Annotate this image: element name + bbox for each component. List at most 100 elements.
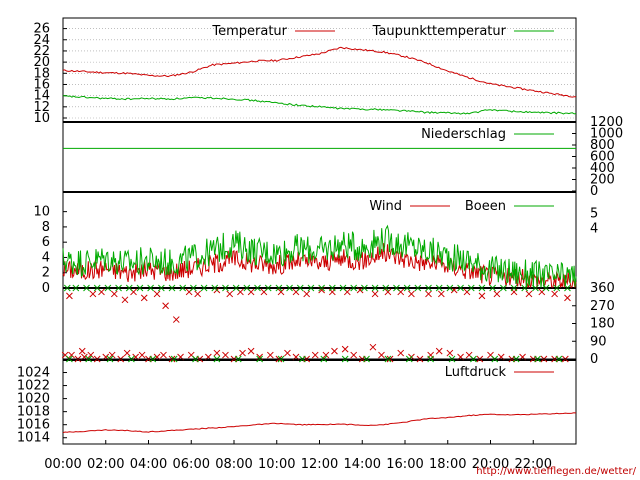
y-tick-label: 6 [42, 235, 50, 250]
direction-point [425, 290, 432, 298]
direction-point [247, 347, 255, 355]
direction-point [153, 290, 161, 298]
direction-point [435, 347, 443, 355]
y-tick-label: 1024 [17, 366, 50, 381]
y-tick-label: 270 [590, 299, 615, 314]
direction-point [311, 351, 319, 359]
y-tick-label: 0 [42, 281, 50, 296]
y-tick-label: 1020 [17, 392, 50, 407]
direction-point [378, 351, 385, 359]
direction-point [66, 292, 73, 300]
x-tick-label: 14:00 [344, 457, 381, 472]
y-tick-label: 1000 [590, 127, 623, 142]
y-tick-label: 4 [42, 250, 50, 265]
y-tick-label: 200 [590, 173, 615, 188]
x-tick-label: 16:00 [386, 457, 423, 472]
direction-point [68, 351, 75, 359]
legend-label-niederschlag: Niederschlag [421, 127, 506, 142]
direction-point [78, 347, 86, 355]
direction-point [140, 294, 148, 302]
y-tick-label: 10 [33, 205, 50, 220]
panel-frames [62, 17, 577, 445]
x-tick-label: 22:00 [515, 457, 552, 472]
credit-url: http://www.tiefflegen.de/wetter/ [476, 466, 636, 477]
x-tick-label: 04:00 [130, 457, 167, 472]
direction-point [277, 288, 285, 296]
x-tick-label: 20:00 [472, 457, 509, 472]
y-tick-label: 26 [33, 22, 50, 37]
direction-point [172, 316, 180, 323]
y-tick-label: 400 [590, 161, 615, 176]
direction-point [384, 288, 392, 296]
legend-label-boeen: Boeen [465, 199, 506, 214]
y-tick-label: 8 [42, 220, 50, 235]
line-wind [62, 243, 577, 290]
direction-point [341, 345, 349, 353]
y-tick-label: 360 [590, 281, 615, 296]
y-tick-label: 1200 [590, 115, 623, 130]
direction-point [213, 349, 221, 357]
direction-point [162, 302, 169, 310]
y-tick-label: 18 [33, 66, 50, 81]
direction-point [239, 349, 246, 357]
panel-frame-wind_direction [62, 287, 577, 361]
y-tick-label: 20 [33, 55, 50, 70]
legend-label-temperatur: Temperatur [211, 24, 287, 39]
legend-label-luftdruck: Luftdruck [445, 365, 507, 380]
direction-point [551, 290, 558, 298]
y-tick-label: 24 [33, 33, 50, 48]
y-tick-label: 10 [33, 111, 50, 126]
direction-point [194, 290, 202, 298]
y-tick-label-right: 5 [590, 207, 598, 222]
direction-point [408, 290, 415, 298]
direction-series [63, 284, 571, 292]
y-tick-label: 1018 [17, 405, 50, 420]
x-tick-label: 06:00 [173, 457, 210, 472]
line-luftdruck [62, 412, 577, 434]
legend-label-taupunkt: Taupunkttemperatur [372, 24, 507, 39]
direction-point [371, 290, 379, 298]
y-tick-label: 90 [590, 334, 607, 349]
legend-label-wind: Wind [369, 199, 402, 214]
y-tick-label: 14 [33, 89, 50, 104]
direction-point [123, 349, 131, 357]
y-tick-label: 0 [590, 184, 598, 199]
y-tick-label: 0 [590, 352, 598, 367]
y-tick-label: 22 [33, 44, 50, 59]
direction-point [564, 294, 571, 302]
y-tick-label: 16 [33, 77, 50, 92]
direction-point [89, 290, 97, 298]
y-tick-label: 1022 [17, 379, 50, 394]
y-tick-label-right: 4 [590, 221, 598, 236]
x-tick-label: 12:00 [301, 457, 338, 472]
y-tick-label: 180 [590, 317, 615, 332]
direction-point [284, 349, 291, 357]
y-tick-label: 1014 [17, 431, 50, 446]
direction-point [121, 296, 129, 304]
direction-point [350, 351, 358, 359]
direction-point [222, 351, 229, 359]
direction-point [331, 347, 338, 355]
direction-point [437, 290, 445, 298]
direction-point [478, 292, 486, 300]
x-tick-label: 18:00 [429, 457, 466, 472]
y-tick-label: 800 [590, 138, 615, 153]
direction-point [369, 343, 377, 351]
direction-point [322, 351, 330, 359]
direction-point [138, 351, 146, 359]
line-taupunkt [62, 95, 577, 115]
direction-point [266, 351, 274, 359]
x-tick-label: 10:00 [258, 457, 295, 472]
y-tick-label: 12 [33, 100, 50, 115]
direction-point [303, 290, 311, 298]
y-tick-label: 600 [590, 150, 615, 165]
x-tick-label: 08:00 [215, 457, 252, 472]
x-tick-label: 02:00 [87, 457, 124, 472]
direction-point [87, 351, 95, 359]
direction-series [66, 286, 571, 355]
direction-point [446, 349, 454, 357]
direction-point [160, 351, 167, 359]
direction-point [397, 349, 405, 357]
direction-point [108, 351, 116, 359]
